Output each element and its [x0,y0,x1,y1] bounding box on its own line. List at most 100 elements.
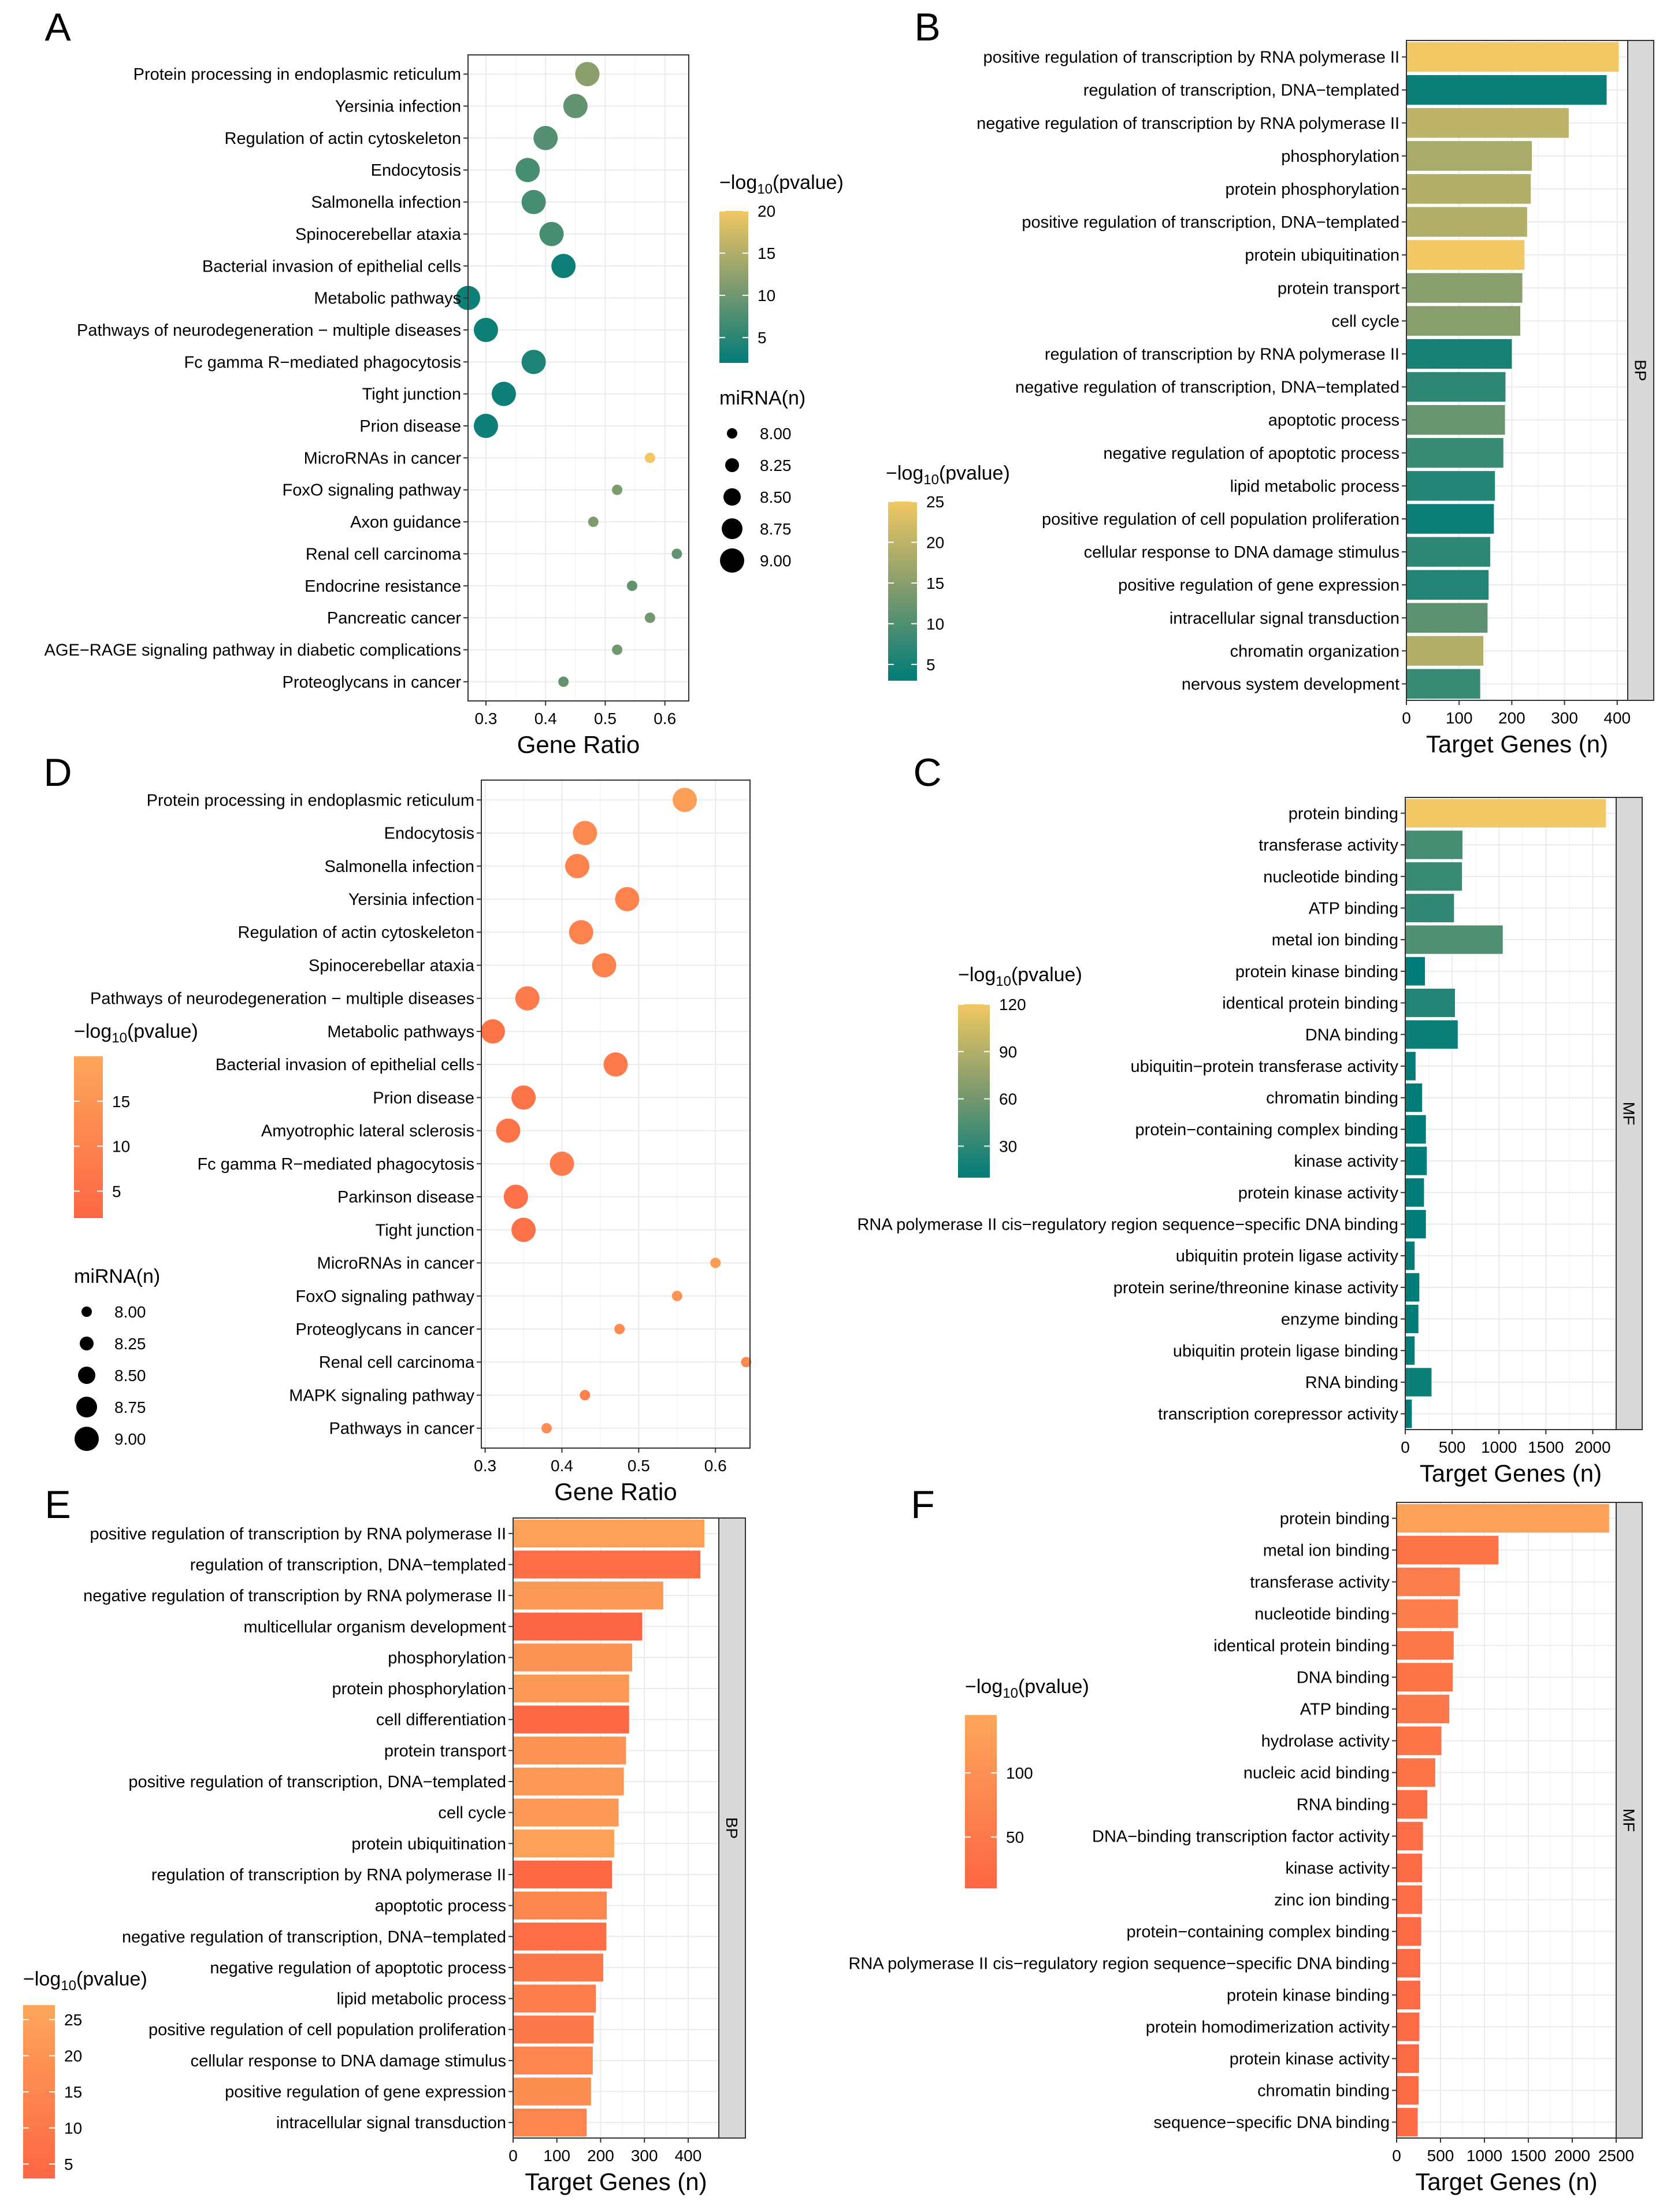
panel-c-category-label: enzyme binding [1281,1311,1398,1329]
panel-b-xtick-label: 0 [1402,709,1411,727]
panel-b-plot-area [1406,40,1628,700]
panel-e-category-label: phosphorylation [388,1649,506,1667]
panel-f-legend-title: −log10(pvalue) [965,1676,1089,1701]
panel-b-legend-title: −log10(pvalue) [886,462,1010,488]
panel-b-bar [1406,504,1494,534]
panel-a-point [575,62,600,87]
panel-c-category-label: metal ion binding [1272,931,1398,949]
panel-c-category-label: RNA binding [1305,1374,1398,1392]
panel-c-colorbar [958,1004,990,1178]
panel-a-category-label: FoxO signaling pathway [283,481,462,500]
panel-b-colorbar-label: 25 [926,493,944,511]
panel-b-category-label: chromatin organization [1230,642,1399,660]
panel-d-category-label: Salmonella infection [324,858,474,876]
panel-b-colorbar [888,502,917,681]
panel-c-category-label: nucleotide binding [1263,868,1398,886]
panel-e-bar [513,1767,624,1796]
panel-a-point [563,94,588,118]
panel-f-bar [1397,1758,1435,1787]
panel-d-category-label: FoxO signaling pathway [296,1287,475,1306]
panel-c-category-label: protein kinase activity [1238,1184,1399,1203]
panel-f-bar [1397,1535,1499,1565]
panel-c-bar [1405,1304,1419,1334]
panel-b-category-label: positive regulation of transcription, DN… [1022,213,1399,232]
panel-d-point [592,953,617,978]
panel-a-point [521,190,546,214]
panel-c-bar [1405,1052,1416,1081]
panel-a-category-label: Endocytosis [371,161,461,180]
panel-e-xtick-label: 0 [508,2147,518,2165]
panel-d-category-label: Endocytosis [384,825,474,843]
panel-d-category-label: Prion disease [373,1089,474,1107]
panel-b-category-label: apoptotic process [1268,411,1399,430]
panel-c-xtick-label: 0 [1401,1438,1410,1456]
panel-b-bar [1406,570,1489,600]
panel-c-bar [1405,1368,1432,1397]
panel-e-category-label: negative regulation of apoptotic process [210,1959,506,1977]
panel-d-category-label: Fc gamma R−mediated phagocytosis [197,1155,474,1174]
panel-a-legend-title-main: −log [719,172,757,194]
panel-b-category-label: cell cycle [1331,312,1399,331]
panel-b-bar [1406,438,1503,468]
panel-a-category-label: AGE−RAGE signaling pathway in diabetic c… [44,641,461,659]
panel-d-point [673,788,697,812]
panel-b-bar [1406,603,1488,633]
panel-d-category-label: Protein processing in endoplasmic reticu… [147,791,474,810]
panel-e-xtick-label: 200 [587,2147,614,2165]
panel-e-facet-strip [718,1517,746,2139]
panel-d-category-label: MicroRNAs in cancer [317,1255,475,1273]
panel-e-bar [513,1891,607,1920]
panel-b-category-label: negative regulation of transcription by … [977,114,1399,133]
panel-c-x-axis-title: Target Genes (n) [1420,1460,1602,1487]
panel-d-plot-area [481,780,750,1448]
panel-c-bar [1405,799,1606,827]
panel-c-bar [1405,1400,1412,1428]
panel-d-legend-title-sub: 10 [112,1030,127,1046]
panel-a-colorbar-label: 10 [758,287,775,305]
panel-c-xtick-label: 2000 [1575,1438,1610,1456]
panel-f-legend-title-main: −log [965,1676,1003,1698]
panel-c-colorbar-label: 90 [999,1043,1017,1061]
panel-b-xtick-label: 400 [1603,709,1631,727]
panel-a-size-legend-title: miRNA(n) [719,387,805,409]
panel-a-category-label: Axon guidance [350,513,461,532]
panel-b-legend-title-main: −log [886,462,923,484]
panel-b-bar [1406,372,1506,402]
panel-d-category-label: Pathways in cancer [329,1420,475,1438]
panel-b-bar [1406,207,1527,237]
panel-a-category-label: Fc gamma R−mediated phagocytosis [184,353,461,372]
panel-f-bar [1397,1662,1453,1692]
panel-a-point [551,254,576,279]
panel-b-colorbar-label: 10 [926,615,944,633]
panel-b-bar [1406,141,1532,171]
panel-d-size-legend-label: 8.00 [114,1303,146,1321]
panel-a-point [491,381,516,406]
panel-d-plot-border [481,780,751,1449]
panel-a-category-label: Spinocerebellar ataxia [295,225,462,244]
panel-b-category-label: regulation of transcription, DNA−templat… [1083,81,1399,100]
panel-e-category-label: positive regulation of cell population p… [149,2021,506,2039]
panel-f-colorbar-label: 100 [1006,1764,1033,1782]
panel-e-category-label: regulation of transcription by RNA polym… [151,1866,506,1884]
panel-a-point [473,317,498,342]
panel-a-colorbar [719,211,748,363]
panel-b-x-axis-title: Target Genes (n) [1426,730,1608,758]
panel-a-xtick-label: 0.3 [475,710,498,728]
panel-e-xtick-label: 400 [675,2147,702,2165]
panel-c-category-label: transcription corepressor activity [1158,1405,1398,1424]
panel-e-colorbar-label: 15 [64,2083,82,2101]
panel-e-bar [513,1860,612,1889]
panel-e-bar [513,1922,607,1951]
panel-a-point [515,158,540,183]
panel-c-legend-title: −log10(pvalue) [958,964,1082,989]
panel-d-size-legend-title: miRNA(n) [74,1265,160,1287]
panel-e-bar [513,2046,593,2075]
panel-d-size-legend-label: 8.50 [114,1367,146,1385]
panel-f-bar [1397,1726,1442,1756]
panel-c-bar [1405,1241,1415,1270]
panel-a-size-legend-label: 8.75 [760,520,792,538]
panel-e-bar [513,1550,701,1579]
panel-d-xtick-label: 0.3 [474,1457,496,1475]
panel-d-colorbar-label: 10 [112,1138,130,1156]
panel-a-point [533,125,558,150]
